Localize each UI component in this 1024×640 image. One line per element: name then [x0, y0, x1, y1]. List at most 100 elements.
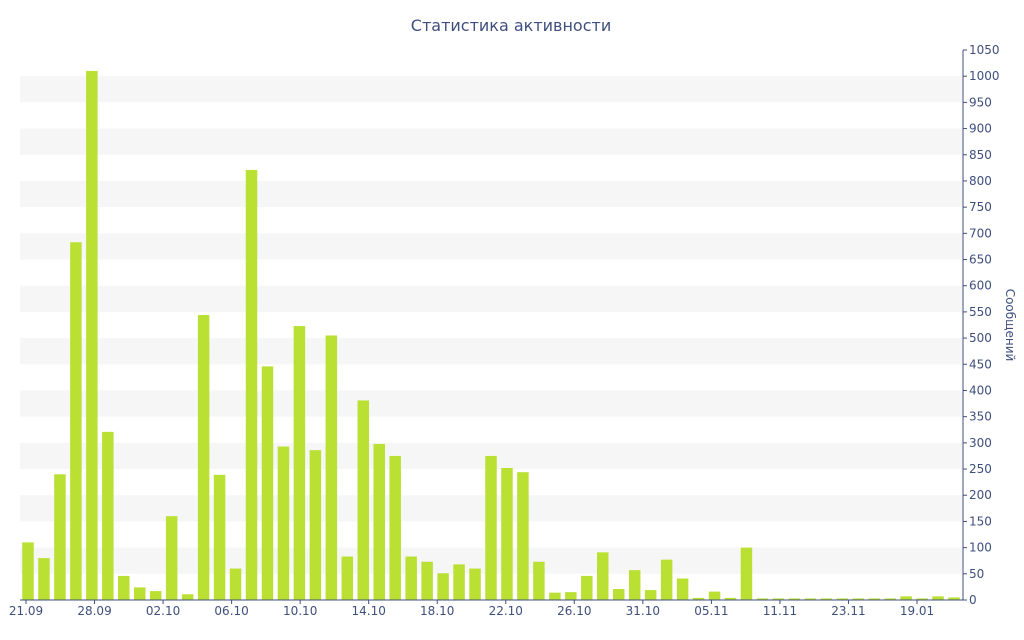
y-tick-label: 650 — [969, 253, 992, 267]
y-tick-label: 700 — [969, 226, 992, 240]
chart-title: Статистика активности — [411, 16, 611, 35]
bar — [788, 598, 801, 600]
bar — [916, 598, 928, 600]
x-axis: 21.09 28.09 02.10 06.10 10.10 14.10 18.10 22.10… — [9, 599, 966, 618]
y-tick-label: 350 — [969, 410, 992, 424]
bar — [181, 594, 194, 600]
bar — [54, 474, 66, 600]
bar — [341, 556, 354, 600]
bar — [437, 573, 449, 600]
bar — [597, 552, 609, 600]
bar — [70, 242, 82, 600]
grid-stripe — [20, 128, 962, 155]
bar — [485, 455, 497, 600]
y-tick-label: 150 — [969, 514, 992, 528]
y-tick-label: 550 — [969, 305, 992, 319]
bar — [277, 446, 290, 600]
x-tick-label: 26.10 — [557, 604, 591, 618]
bar — [325, 335, 338, 600]
bar — [932, 596, 944, 600]
bar — [852, 598, 864, 600]
bar — [740, 547, 753, 600]
bar — [565, 592, 577, 600]
bar — [229, 568, 242, 600]
y-tick-label: 400 — [969, 383, 992, 397]
y-tick-label: 450 — [969, 357, 992, 371]
bar — [660, 559, 673, 600]
bar — [102, 431, 114, 600]
y-tick-label: 200 — [969, 488, 992, 502]
bar — [708, 591, 721, 600]
bar — [213, 474, 226, 600]
bar — [820, 598, 833, 600]
grid-stripe — [20, 285, 962, 312]
bar — [149, 591, 162, 600]
bar — [373, 443, 385, 600]
bar — [676, 578, 689, 600]
bar — [884, 598, 896, 600]
bar — [772, 598, 785, 600]
bar — [756, 598, 769, 600]
bar — [644, 590, 657, 600]
x-tick-label: 05.11 — [694, 604, 728, 618]
y-tick-label: 1050 — [969, 43, 1000, 57]
bar — [118, 575, 130, 600]
y-tick-label: 50 — [969, 567, 984, 581]
bar — [836, 598, 849, 600]
y-tick-label: 1000 — [969, 69, 1000, 83]
bar — [293, 326, 306, 600]
x-tick-label: 14.10 — [352, 604, 386, 618]
grid-stripe — [20, 390, 962, 417]
bar — [900, 596, 912, 600]
x-tick-label: 19.01 — [900, 604, 934, 618]
x-tick-label: 31.10 — [626, 604, 660, 618]
x-tick-label: 22.10 — [489, 604, 523, 618]
bar — [868, 598, 880, 600]
x-tick-label: 28.09 — [77, 604, 111, 618]
y-axis: 0 50 100 150 200 250 300 350 400 450 500 550 600 650 7… — [962, 43, 1000, 607]
x-tick-label: 11.11 — [763, 604, 797, 618]
bar — [533, 561, 545, 600]
y-tick-label: 300 — [969, 436, 992, 450]
bar — [245, 169, 258, 600]
bar — [133, 587, 146, 600]
bar — [948, 597, 960, 600]
bar — [453, 564, 465, 600]
x-tick-label: 02.10 — [146, 604, 180, 618]
x-tick-label: 06.10 — [214, 604, 248, 618]
y-tick-label: 900 — [969, 122, 992, 136]
bar — [692, 597, 705, 600]
bar — [724, 597, 737, 600]
bar — [501, 468, 513, 600]
bar — [612, 589, 625, 600]
y-tick-label: 600 — [969, 279, 992, 293]
bar — [309, 450, 322, 600]
x-tick-label: 21.09 — [9, 604, 43, 618]
bar — [804, 598, 817, 600]
bar — [469, 568, 481, 600]
bar — [261, 366, 274, 600]
x-tick-label: 23.11 — [831, 604, 865, 618]
y-tick-label: 750 — [969, 200, 992, 214]
y-axis-title: Сообщений — [1003, 289, 1017, 362]
bar — [549, 592, 561, 600]
grid-stripes — [20, 76, 962, 574]
grid-stripe — [20, 338, 962, 365]
y-tick-label: 0 — [969, 593, 977, 607]
bar — [389, 455, 401, 600]
y-tick-label: 950 — [969, 95, 992, 109]
grid-stripe — [20, 76, 962, 103]
bar — [628, 570, 641, 600]
bar — [22, 542, 34, 600]
bar — [197, 315, 210, 600]
x-tick-label: 18.10 — [420, 604, 454, 618]
y-tick-label: 250 — [969, 462, 992, 476]
bar — [86, 70, 98, 600]
bar — [38, 558, 50, 600]
y-tick-label: 800 — [969, 174, 992, 188]
bar — [581, 575, 593, 600]
grid-stripe — [20, 233, 962, 260]
x-tick-label: 10.10 — [283, 604, 317, 618]
y-tick-label: 850 — [969, 148, 992, 162]
